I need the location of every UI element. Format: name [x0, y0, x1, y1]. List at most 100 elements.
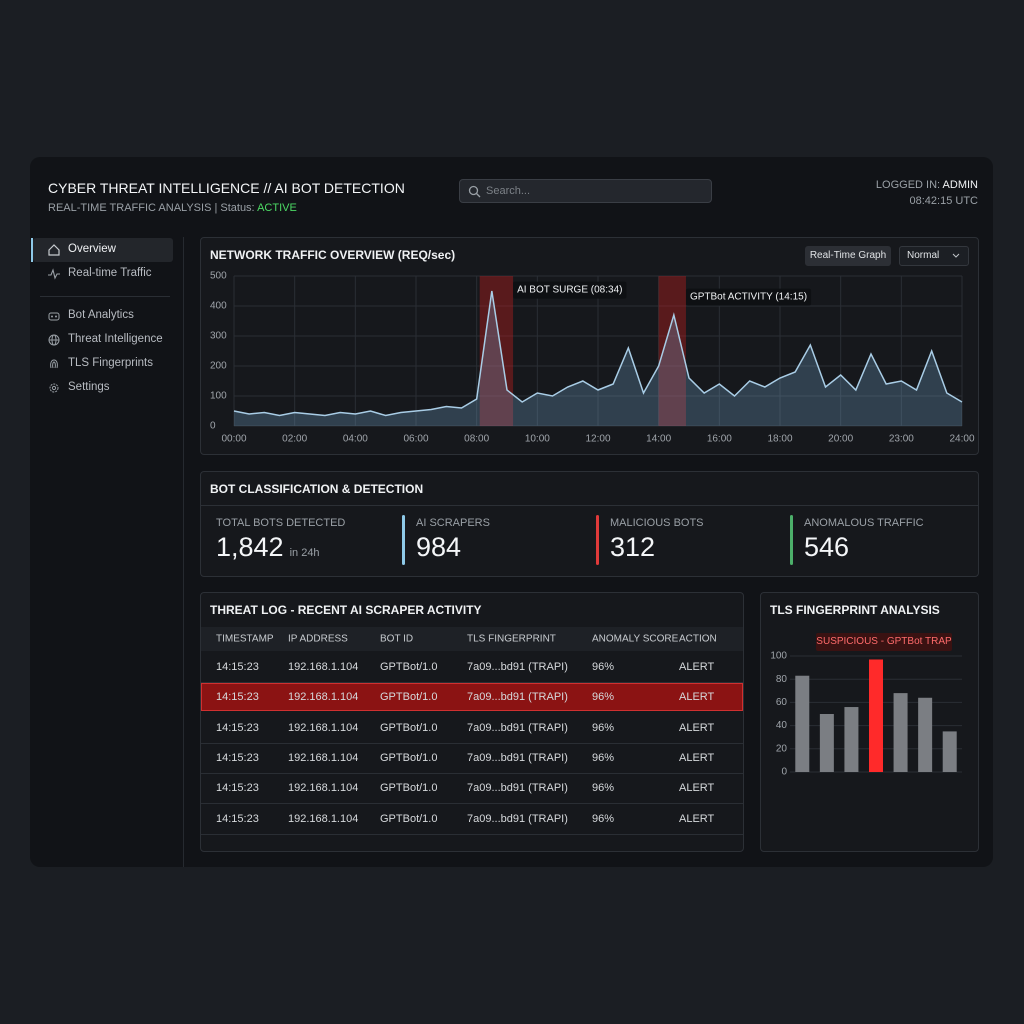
dropdown-value: Normal: [907, 250, 940, 261]
table-cell: GPTBot/1.0: [380, 691, 438, 704]
table-cell: 14:15:23: [216, 721, 259, 734]
x-tick-label: 10:00: [525, 434, 550, 445]
app-subtitle-wrap: REAL-TIME TRAFFIC ANALYSIS | Status: ACT…: [48, 202, 297, 214]
table-header-bg: [201, 627, 743, 651]
card-label: ANOMALOUS TRAFFIC: [804, 517, 924, 529]
nav-separator: [40, 296, 170, 297]
chevron: [952, 253, 960, 258]
table-cell: 96%: [592, 812, 615, 825]
annotation-bg: [513, 281, 627, 299]
x-tick-label: 23:00: [889, 434, 914, 445]
y-tick-label: 0: [781, 767, 787, 778]
accent-bar: [402, 515, 405, 565]
dropdown[interactable]: Normal: [899, 246, 969, 266]
table-cell: GPTBot/1.0: [380, 782, 438, 795]
highlight-band: [479, 276, 514, 426]
button[interactable]: Real-Time Graph: [805, 246, 891, 266]
table-cell: GPTBot/1.0: [380, 661, 438, 673]
y-tick-label: 60: [776, 697, 788, 708]
y-tick-label: 400: [210, 301, 227, 312]
x-tick-label: 20:00: [828, 434, 853, 445]
y-tick-label: 100: [770, 651, 787, 662]
x-tick-label: 24:00: [949, 434, 974, 445]
status: ACTIVE: [257, 202, 297, 214]
table-cell: ALERT: [679, 721, 715, 734]
icon-home: [48, 244, 60, 256]
table-cell: 192.168.1.104: [288, 691, 359, 704]
table-cell: GPTBot/1.0: [380, 812, 438, 825]
nav-item[interactable]: Real-time Traffic: [68, 267, 152, 279]
row-highlight: [201, 683, 743, 712]
table-cell: 7a09...bd91 (TRAPI): [467, 812, 568, 825]
clock: 08:42:15 UTC: [909, 195, 978, 207]
nav-item[interactable]: Bot Analytics: [68, 309, 134, 321]
table-cell: ALERT: [679, 691, 715, 704]
app-title: CYBER THREAT INTELLIGENCE // AI BOT DETE…: [48, 180, 405, 196]
card-value-row: 1,842 in 24h: [216, 532, 320, 563]
user-info: LOGGED IN: ADMIN: [876, 179, 978, 191]
x-tick-label: 02:00: [282, 434, 307, 445]
table-cell: 7a09...bd91 (TRAPI): [467, 721, 568, 734]
table-cell: ALERT: [679, 782, 715, 795]
annotation: SUSPICIOUS - GPTBot TRAP: [816, 636, 952, 647]
y-tick-label: 500: [210, 271, 227, 282]
table-cell: 14:15:23: [216, 691, 259, 704]
nav-item[interactable]: TLS Fingerprints: [68, 357, 154, 369]
card-value: 984: [416, 532, 462, 562]
card-value-row: 984: [416, 532, 461, 563]
table-cell: 192.168.1.104: [288, 721, 359, 734]
nav-item[interactable]: Threat Intelligence: [68, 333, 163, 345]
y-tick-label: 300: [210, 331, 227, 342]
column-header: TLS FINGERPRINT: [467, 633, 556, 645]
y-tick-label: 20: [776, 743, 788, 754]
card-value-row: 312: [610, 532, 655, 563]
card-value: 1,842: [216, 532, 284, 562]
icon-bot: [48, 312, 60, 321]
table-cell: 192.168.1.104: [288, 751, 359, 764]
row-divider: [201, 833, 743, 835]
x-tick-label: 14:00: [646, 434, 671, 445]
row-divider: [201, 803, 743, 805]
table-cell: 14:15:23: [216, 812, 259, 825]
table-cell: 7a09...bd91 (TRAPI): [467, 691, 568, 704]
table-cell: 14:15:23: [216, 661, 259, 673]
card-label: TOTAL BOTS DETECTED: [216, 517, 346, 529]
bar: [795, 675, 810, 772]
classification-panel: [200, 471, 979, 577]
nav-active-bg: [33, 238, 173, 262]
column-header: BOT ID: [380, 633, 414, 645]
annotation: AI BOT SURGE (08:34): [517, 285, 622, 296]
table-cell: 14:15:23: [216, 751, 259, 764]
sidebar-divider: [183, 237, 184, 867]
search-placeholder: Search...: [486, 185, 531, 197]
table-cell: 192.168.1.104: [288, 812, 359, 825]
user-name: ADMIN: [942, 179, 978, 191]
annotation: GPTBot ACTIVITY (14:15): [690, 292, 807, 303]
table-cell: 7a09...bd91 (TRAPI): [467, 751, 568, 764]
table-cell: ALERT: [679, 751, 715, 764]
table-cell: ALERT: [679, 812, 715, 825]
traffic-panel: [200, 237, 979, 455]
table-cell: 192.168.1.104: [288, 661, 359, 673]
y-tick-label: 40: [776, 720, 788, 731]
table-cell: 96%: [592, 691, 615, 704]
x-tick-label: 06:00: [403, 434, 428, 445]
y-tick-label: 100: [210, 391, 227, 402]
nav-item[interactable]: Overview: [68, 243, 116, 255]
nav-active-bar: [31, 238, 33, 262]
table-cell: 96%: [592, 721, 615, 734]
table-cell: 14:15:23: [216, 782, 259, 795]
table-cell: 96%: [592, 751, 615, 764]
search-box[interactable]: Search...: [459, 179, 712, 203]
table-cell: 7a09...bd91 (TRAPI): [467, 782, 568, 795]
card-value-row: 546: [804, 532, 849, 563]
card-suffix: in 24h: [289, 547, 320, 559]
bar: [819, 714, 834, 772]
card-label: MALICIOUS BOTS: [610, 517, 704, 529]
nav-item[interactable]: Settings: [68, 381, 110, 393]
logged-in-label: LOGGED IN:: [875, 179, 941, 191]
row-divider: [201, 742, 743, 744]
column-header: ACTION: [679, 633, 717, 645]
